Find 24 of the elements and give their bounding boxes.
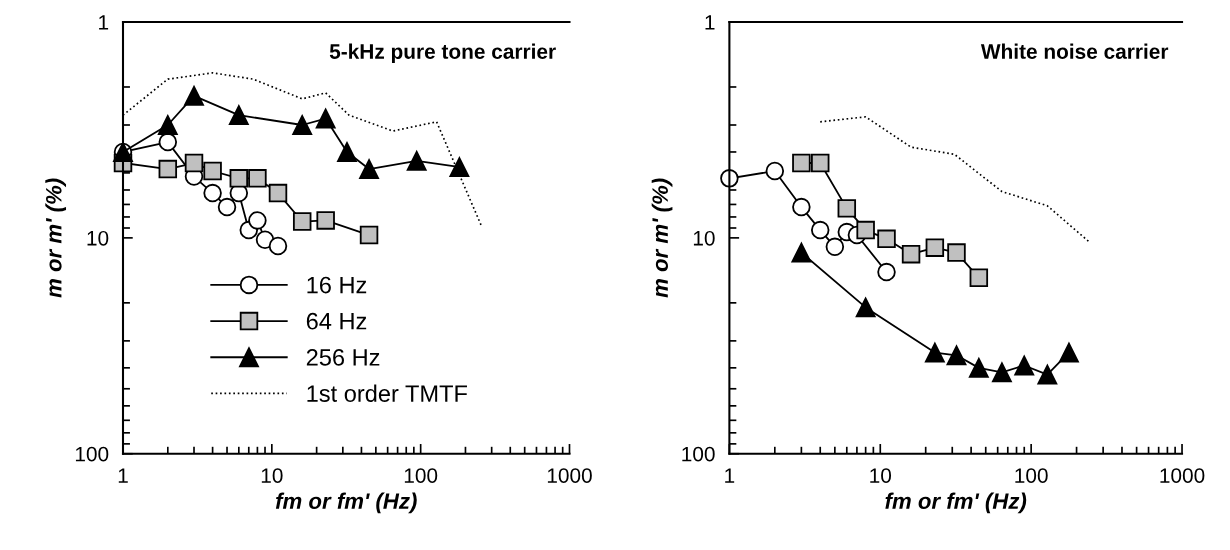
y-tick-label: 1 [705, 15, 715, 30]
x-axis-title: fm or fm' (Hz) [275, 492, 417, 514]
legend-label: 64 Hz [306, 312, 367, 330]
y-tick-label: 1 [99, 15, 109, 30]
x-tick-label: 10 [261, 468, 283, 483]
x-axis-title: fm or fm' (Hz) [885, 492, 1027, 514]
y-axis-title: m or m' (%) [45, 178, 67, 298]
x-tick-label: 10 [870, 468, 892, 483]
y-tick-label: 100 [75, 446, 109, 462]
x-tick-label: 1 [118, 468, 128, 483]
y-tick-label: 10 [87, 230, 109, 246]
text: 5-kHz pure tone carrier [329, 43, 556, 64]
legend-label: 1st order TMTF [307, 384, 467, 402]
x-tick-label: 100 [404, 468, 438, 483]
x-tick-label: 1 [725, 468, 735, 483]
x-tick-label: 1000 [1160, 468, 1205, 483]
y-tick-label: 100 [682, 446, 715, 462]
legend-label: 16 Hz [307, 276, 367, 294]
x-tick-label: 100 [1015, 468, 1048, 483]
x-tick-label: 1000 [547, 468, 592, 483]
text: White noise carrier [980, 43, 1169, 59]
legend-label: 256 Hz [306, 349, 380, 366]
y-tick-label: 10 [693, 230, 715, 246]
y-axis-title: m or m' (%) [651, 178, 673, 298]
